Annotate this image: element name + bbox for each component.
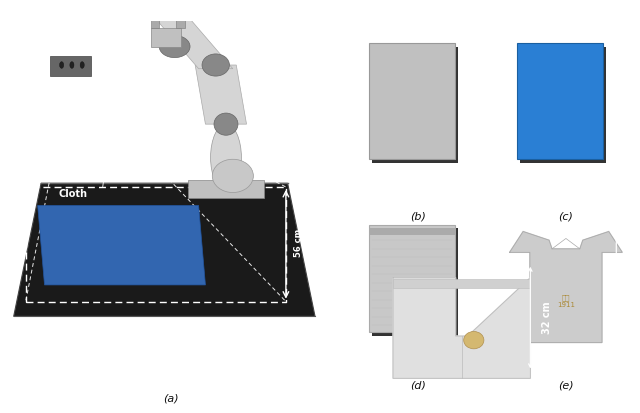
Bar xyxy=(517,43,603,159)
Bar xyxy=(520,47,606,163)
Ellipse shape xyxy=(202,54,229,76)
Text: (c): (c) xyxy=(559,212,573,222)
Bar xyxy=(188,180,264,198)
Text: Two-Finger Gripper: Two-Finger Gripper xyxy=(124,99,215,108)
Polygon shape xyxy=(38,205,205,285)
Ellipse shape xyxy=(212,159,253,192)
Ellipse shape xyxy=(60,62,64,68)
Text: 35 cm: 35 cm xyxy=(625,262,635,294)
Ellipse shape xyxy=(80,62,84,68)
Bar xyxy=(369,225,455,332)
Text: (a): (a) xyxy=(163,394,179,404)
Bar xyxy=(177,13,185,28)
Polygon shape xyxy=(13,183,315,316)
Text: 40 cm: 40 cm xyxy=(437,401,470,411)
Bar xyxy=(369,43,455,159)
Text: 56 cm: 56 cm xyxy=(294,228,303,256)
Text: Franka Panda Arm: Franka Panda Arm xyxy=(144,131,230,140)
Polygon shape xyxy=(195,65,246,124)
Text: 30 cm: 30 cm xyxy=(625,85,635,117)
Bar xyxy=(150,13,159,28)
Ellipse shape xyxy=(211,124,241,191)
Ellipse shape xyxy=(214,113,238,135)
Text: (e): (e) xyxy=(558,381,573,391)
Text: 30 cm: 30 cm xyxy=(544,191,576,201)
Bar xyxy=(369,228,455,235)
Text: 35 cm: 35 cm xyxy=(396,362,428,372)
Bar xyxy=(372,47,458,163)
Ellipse shape xyxy=(70,62,74,68)
Ellipse shape xyxy=(464,332,484,349)
Ellipse shape xyxy=(159,36,190,57)
Text: 50 cm: 50 cm xyxy=(544,362,576,372)
Text: RealSense D435i: RealSense D435i xyxy=(7,53,86,62)
Text: (b): (b) xyxy=(410,212,426,222)
Bar xyxy=(50,56,91,76)
Text: 青华
1911: 青华 1911 xyxy=(557,294,575,308)
Text: 20 cm: 20 cm xyxy=(477,85,487,117)
Text: (d): (d) xyxy=(410,381,426,391)
Polygon shape xyxy=(509,232,622,342)
Bar xyxy=(393,280,531,288)
Polygon shape xyxy=(154,17,233,69)
Polygon shape xyxy=(393,278,531,378)
Text: 35 cm: 35 cm xyxy=(477,262,487,294)
Text: Cloth: Cloth xyxy=(58,190,87,199)
Bar xyxy=(372,228,458,336)
Text: 20 cm: 20 cm xyxy=(396,191,428,201)
Text: 32 cm: 32 cm xyxy=(543,301,552,334)
Text: Effective
Workspace: Effective Workspace xyxy=(116,68,168,88)
Text: 56 cm: 56 cm xyxy=(143,337,172,346)
Bar xyxy=(150,28,182,47)
